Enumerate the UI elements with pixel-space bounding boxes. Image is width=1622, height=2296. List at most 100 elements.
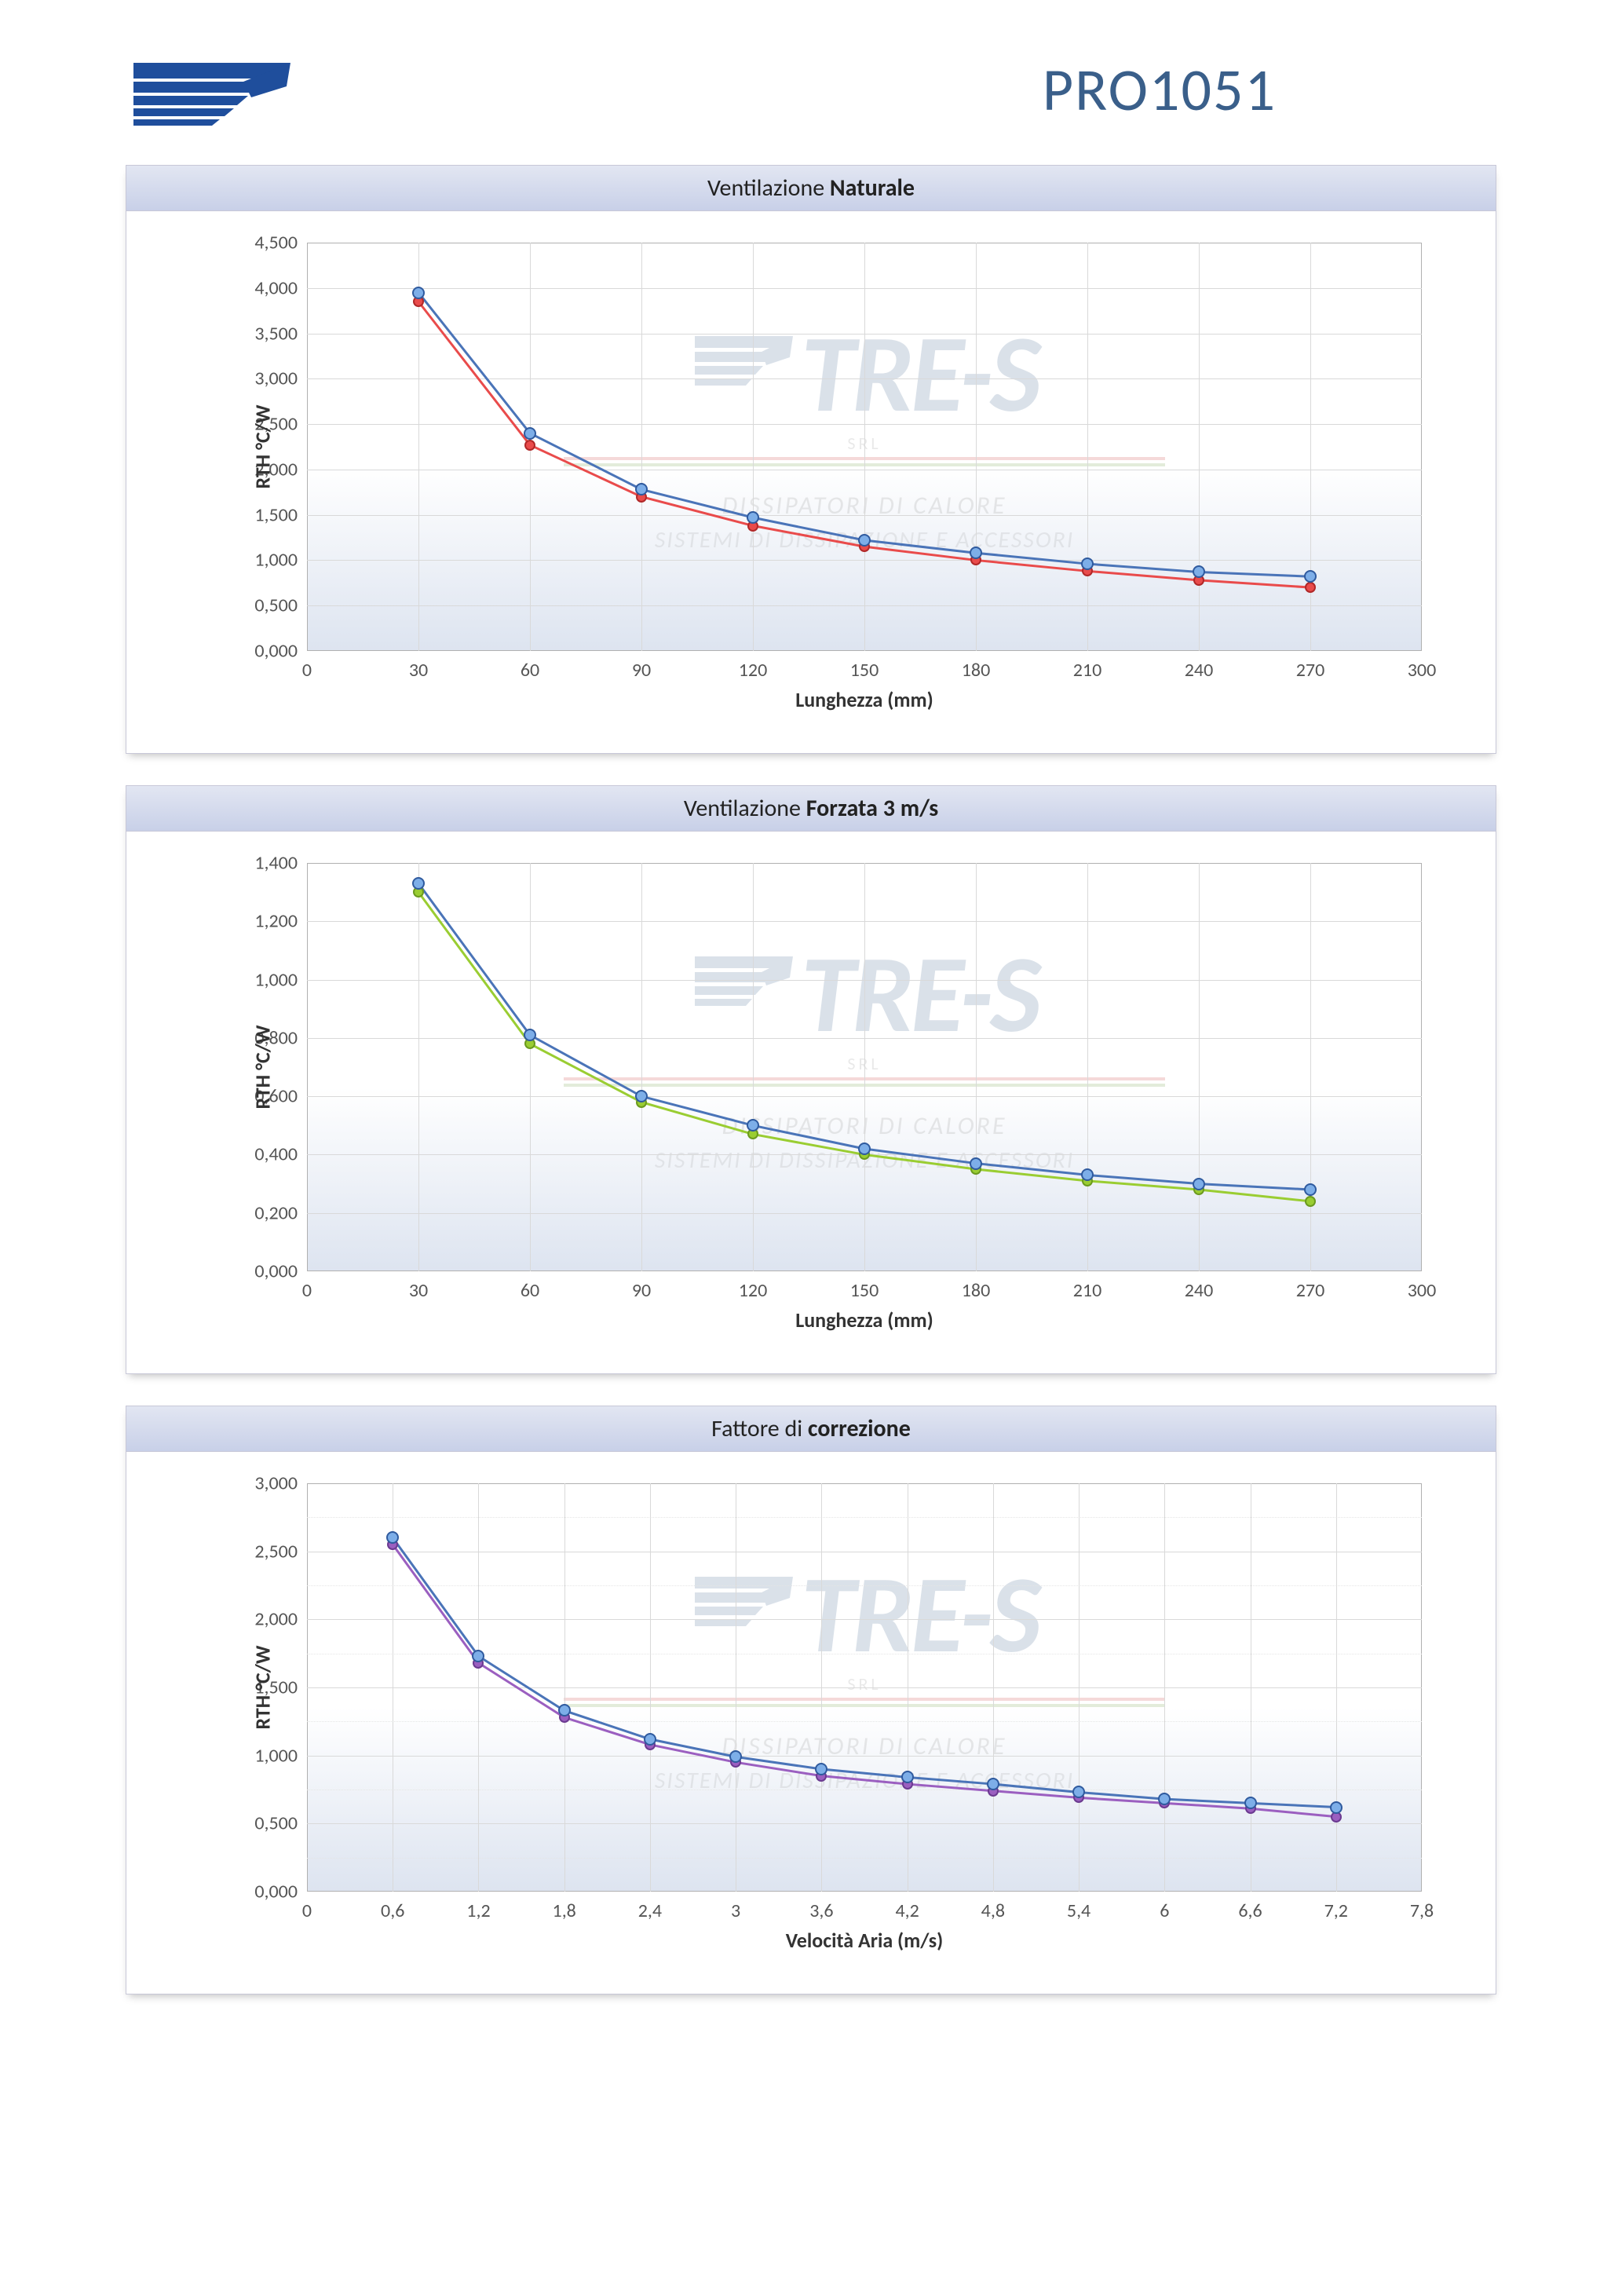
x-tick-label: 300 [1408,659,1437,682]
data-point [1244,1797,1257,1809]
x-axis-title: Lunghezza (mm) [795,687,933,712]
chart-body: TRE-SSRLDISSIPATORI DI CALORESISTEMI DI … [126,1452,1496,1994]
x-tick-label: 60 [521,659,539,682]
series-line [393,1537,1336,1807]
x-tick-label: 4,2 [895,1899,919,1922]
y-axis-title: RTH °C/W [250,1646,275,1730]
x-tick-label: 4,8 [981,1899,1005,1922]
data-point [747,511,759,524]
chart-title-bold: Forzata 3 m/s [806,794,938,823]
x-tick-label: 0 [302,659,312,682]
y-tick-label: 1,000 [254,1744,298,1767]
x-tick-label: 7,8 [1410,1899,1434,1922]
y-tick-label: 2,000 [254,1608,298,1631]
data-point [386,1531,399,1544]
chart-body: TRE-SSRLDISSIPATORI DI CALORESISTEMI DI … [126,211,1496,753]
x-tick-label: 180 [962,659,991,682]
chart-panel: Fattore di correzioneTRE-SSRLDISSIPATORI… [126,1406,1496,1994]
data-point [1305,1196,1316,1207]
x-tick-label: 270 [1296,659,1325,682]
x-tick-label: 300 [1408,1279,1437,1302]
x-tick-label: 1,2 [466,1899,490,1922]
y-tick-label: 0,400 [254,1143,298,1166]
plot-area: TRE-SSRLDISSIPATORI DI CALORESISTEMI DI … [307,1483,1422,1892]
x-axis-title: Lunghezza (mm) [795,1307,933,1333]
x-tick-label: 30 [409,659,428,682]
chart-panel: Ventilazione Naturale TRE-SSRLDISSIPATORI… [126,165,1496,754]
x-tick-label: 120 [739,1279,768,1302]
chart-title: Ventilazione Forzata 3 m/s [126,786,1496,832]
page-header: PRO1051 [126,47,1496,133]
x-tick-label: 2,4 [638,1899,662,1922]
y-tick-label: 4,000 [254,276,298,299]
data-point [524,427,536,440]
data-point [1330,1801,1343,1814]
x-axis-title: Velocità Aria (m/s) [786,1928,944,1953]
data-point [524,1029,536,1041]
data-point [412,287,425,299]
x-tick-label: 5,4 [1067,1899,1090,1922]
data-point [558,1704,571,1717]
y-tick-label: 0,500 [254,594,298,617]
data-point [524,440,535,451]
x-tick-label: 150 [850,1279,879,1302]
y-tick-label: 3,000 [254,1472,298,1495]
chart-title-prefix: Ventilazione [707,174,830,203]
x-tick-label: 150 [850,659,879,682]
data-point [1304,570,1317,583]
chart-lines [307,1483,1422,1892]
y-tick-label: 1,500 [254,503,298,526]
x-tick-label: 270 [1296,1279,1325,1302]
charts-container: Ventilazione Naturale TRE-SSRLDISSIPATORI… [126,165,1496,1994]
x-tick-label: 60 [521,1279,539,1302]
y-tick-label: 1,000 [254,549,298,572]
x-tick-label: 180 [962,1279,991,1302]
chart-title-bold: Naturale [830,174,915,203]
data-point [1072,1786,1085,1798]
chart-title: Ventilazione Naturale [126,166,1496,211]
x-tick-label: 6,6 [1238,1899,1262,1922]
data-point [970,1157,982,1170]
data-point [635,1090,648,1102]
x-tick-label: 120 [739,659,768,682]
y-axis-title: RTH °C/W [250,1026,275,1110]
x-tick-label: 30 [409,1279,428,1302]
y-tick-label: 3,500 [254,322,298,345]
plot-area: TRE-SSRLDISSIPATORI DI CALORESISTEMI DI … [307,863,1422,1271]
series-line [393,1545,1336,1817]
data-point [987,1778,999,1790]
x-tick-label: 240 [1185,659,1214,682]
data-point [747,1119,759,1132]
data-point [729,1750,742,1763]
data-point [1305,582,1316,593]
plot-area: TRE-SSRLDISSIPATORI DI CALORESISTEMI DI … [307,243,1422,651]
y-tick-label: 4,500 [254,232,298,254]
data-point [858,1143,871,1155]
x-tick-label: 210 [1073,659,1102,682]
data-point [1193,1178,1205,1190]
x-tick-label: 6 [1160,1899,1169,1922]
chart-lines [307,863,1422,1271]
x-tick-label: 0,6 [381,1899,404,1922]
chart-title-prefix: Fattore di [711,1414,808,1443]
chart-panel: Ventilazione Forzata 3 m/s TRE-SSRLDISSIP… [126,785,1496,1374]
x-tick-label: 3,6 [809,1899,833,1922]
x-tick-label: 90 [632,659,651,682]
data-point [970,547,982,559]
company-logo-icon [126,47,306,133]
y-tick-label: 0,000 [254,1881,298,1903]
data-point [644,1733,656,1746]
y-tick-label: 1,400 [254,852,298,875]
data-point [412,877,425,890]
y-tick-label: 0,500 [254,1812,298,1835]
y-tick-label: 1,000 [254,968,298,991]
x-tick-label: 0 [302,1279,312,1302]
y-tick-label: 0,200 [254,1201,298,1224]
chart-body: TRE-SSRLDISSIPATORI DI CALORESISTEMI DI … [126,832,1496,1373]
x-tick-label: 240 [1185,1279,1214,1302]
data-point [858,534,871,547]
x-tick-label: 0 [302,1899,312,1922]
x-tick-label: 3 [731,1899,740,1922]
y-tick-label: 1,200 [254,910,298,933]
y-axis-title: RTH °C/W [250,405,275,489]
